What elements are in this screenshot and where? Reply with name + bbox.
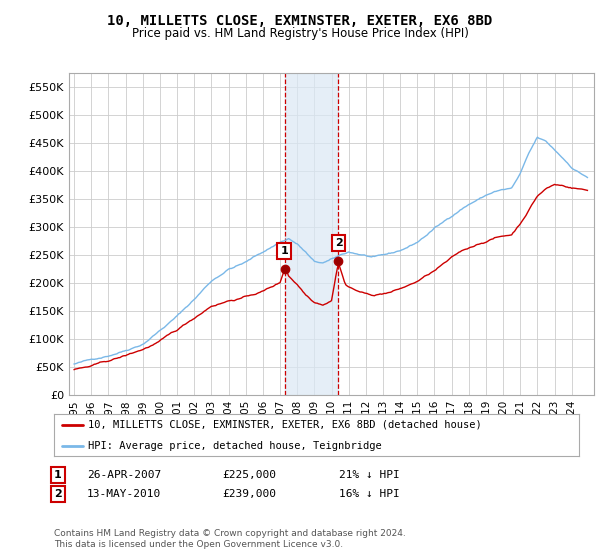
Text: 10, MILLETTS CLOSE, EXMINSTER, EXETER, EX6 8BD: 10, MILLETTS CLOSE, EXMINSTER, EXETER, E… [107, 14, 493, 28]
Text: £239,000: £239,000 [222, 489, 276, 499]
Text: 13-MAY-2010: 13-MAY-2010 [87, 489, 161, 499]
Text: 1: 1 [54, 470, 62, 480]
Text: 26-APR-2007: 26-APR-2007 [87, 470, 161, 480]
Text: HPI: Average price, detached house, Teignbridge: HPI: Average price, detached house, Teig… [88, 441, 382, 451]
Text: 2: 2 [335, 238, 343, 248]
Text: 1: 1 [280, 246, 288, 256]
Text: 10, MILLETTS CLOSE, EXMINSTER, EXETER, EX6 8BD (detached house): 10, MILLETTS CLOSE, EXMINSTER, EXETER, E… [88, 420, 482, 430]
Text: Contains HM Land Registry data © Crown copyright and database right 2024.
This d: Contains HM Land Registry data © Crown c… [54, 529, 406, 549]
Text: 2: 2 [54, 489, 62, 499]
Text: 21% ↓ HPI: 21% ↓ HPI [339, 470, 400, 480]
Text: Price paid vs. HM Land Registry's House Price Index (HPI): Price paid vs. HM Land Registry's House … [131, 27, 469, 40]
Text: £225,000: £225,000 [222, 470, 276, 480]
Bar [285, 73, 338, 395]
Text: 16% ↓ HPI: 16% ↓ HPI [339, 489, 400, 499]
